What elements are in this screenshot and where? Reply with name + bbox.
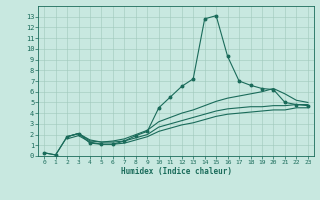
X-axis label: Humidex (Indice chaleur): Humidex (Indice chaleur) [121, 167, 231, 176]
